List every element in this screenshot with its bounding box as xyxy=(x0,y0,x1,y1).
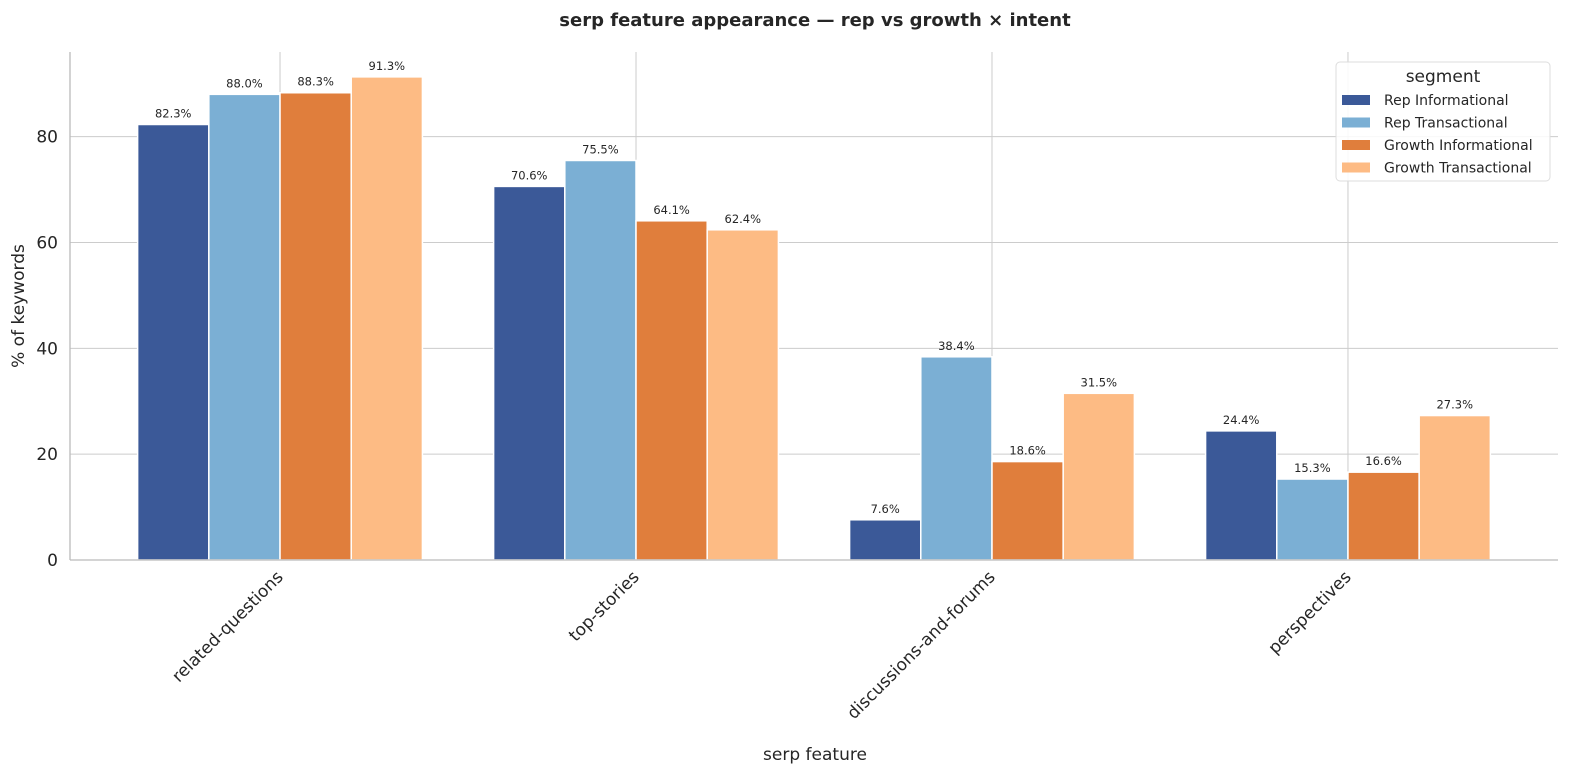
legend-title: segment xyxy=(1406,67,1481,87)
bar xyxy=(1204,430,1278,561)
data-label: 16.6% xyxy=(1365,454,1402,468)
legend-entry: Growth Transactional xyxy=(1384,161,1532,177)
bar xyxy=(1276,478,1349,561)
data-label: 88.0% xyxy=(226,76,263,90)
data-label: 82.3% xyxy=(155,106,192,120)
x-tick-label: top-stories xyxy=(565,567,644,646)
data-label: 7.6% xyxy=(871,502,900,516)
legend-box xyxy=(1335,61,1551,182)
bar xyxy=(492,185,566,561)
bar xyxy=(706,229,780,561)
y-tick-label: 0 xyxy=(47,551,58,571)
data-label: 27.3% xyxy=(1436,398,1473,412)
bar xyxy=(208,93,281,561)
y-axis-label: % of keywords xyxy=(9,244,29,368)
legend-swatch xyxy=(1342,117,1370,128)
y-tick-label: 80 xyxy=(36,128,58,148)
bar xyxy=(635,220,708,561)
bar xyxy=(1418,414,1492,561)
y-tick-label: 40 xyxy=(36,339,58,359)
data-label: 75.5% xyxy=(582,142,619,156)
legend-entry: Growth Informational xyxy=(1384,138,1533,154)
x-tick-label: discussions-and-forums xyxy=(843,567,999,723)
y-tick-label: 20 xyxy=(36,445,58,465)
data-label: 31.5% xyxy=(1081,375,1118,389)
data-label: 15.3% xyxy=(1294,461,1331,475)
bar xyxy=(920,356,993,561)
bar xyxy=(991,460,1064,561)
data-label: 62.4% xyxy=(725,212,762,226)
bar xyxy=(136,123,210,561)
data-label: 18.6% xyxy=(1009,444,1046,458)
bar xyxy=(1062,392,1136,561)
legend-entry: Rep Transactional xyxy=(1384,116,1508,132)
legend-swatch xyxy=(1342,95,1370,105)
data-label: 38.4% xyxy=(938,339,975,353)
y-tick-label: 60 xyxy=(36,234,58,254)
legend: segment Rep Informational Rep Transactiona… xyxy=(1335,61,1551,182)
data-label: 88.3% xyxy=(297,75,334,89)
bar xyxy=(279,91,352,561)
legend-entry: Rep Informational xyxy=(1384,93,1509,109)
legend-swatch xyxy=(1342,162,1370,173)
bar xyxy=(848,519,922,561)
x-tick-label: perspectives xyxy=(1265,567,1356,658)
legend-swatch xyxy=(1342,140,1370,150)
bar xyxy=(350,76,424,561)
bar xyxy=(564,159,637,561)
chart-title: serp feature appearance — rep vs growth … xyxy=(559,10,1071,31)
data-label: 64.1% xyxy=(653,203,690,217)
data-label: 24.4% xyxy=(1223,413,1260,427)
data-label: 70.6% xyxy=(511,168,548,182)
bar xyxy=(1347,471,1420,561)
data-label: 91.3% xyxy=(369,59,406,73)
x-tick-label: related-questions xyxy=(168,567,287,686)
x-axis-label: serp feature xyxy=(763,745,867,765)
